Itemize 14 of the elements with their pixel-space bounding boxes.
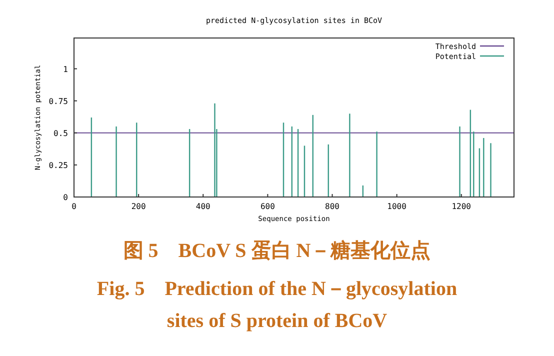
y-tick-label: 0.5 (54, 128, 68, 138)
caption: 图 5 BCoV S 蛋白 N－糖基化位点 (123, 239, 431, 262)
x-tick-label: 0 (72, 202, 77, 211)
x-tick-label: 400 (196, 202, 211, 211)
x-tick-label: 1000 (387, 202, 407, 211)
caption: Fig. 5 Prediction of the N－glycosylation sites of S protein of BCoV (96, 278, 458, 332)
y-tick-label: 1 (63, 64, 68, 74)
y-tick-label: 0.25 (48, 160, 68, 170)
y-tick-label: 0.75 (48, 96, 68, 106)
x-tick-label: 800 (325, 202, 340, 211)
x-tick-label: 1200 (452, 202, 472, 211)
y-tick-label: 0 (63, 193, 68, 202)
x-tick-label: 600 (260, 202, 276, 211)
x-tick-label: 200 (131, 202, 146, 211)
